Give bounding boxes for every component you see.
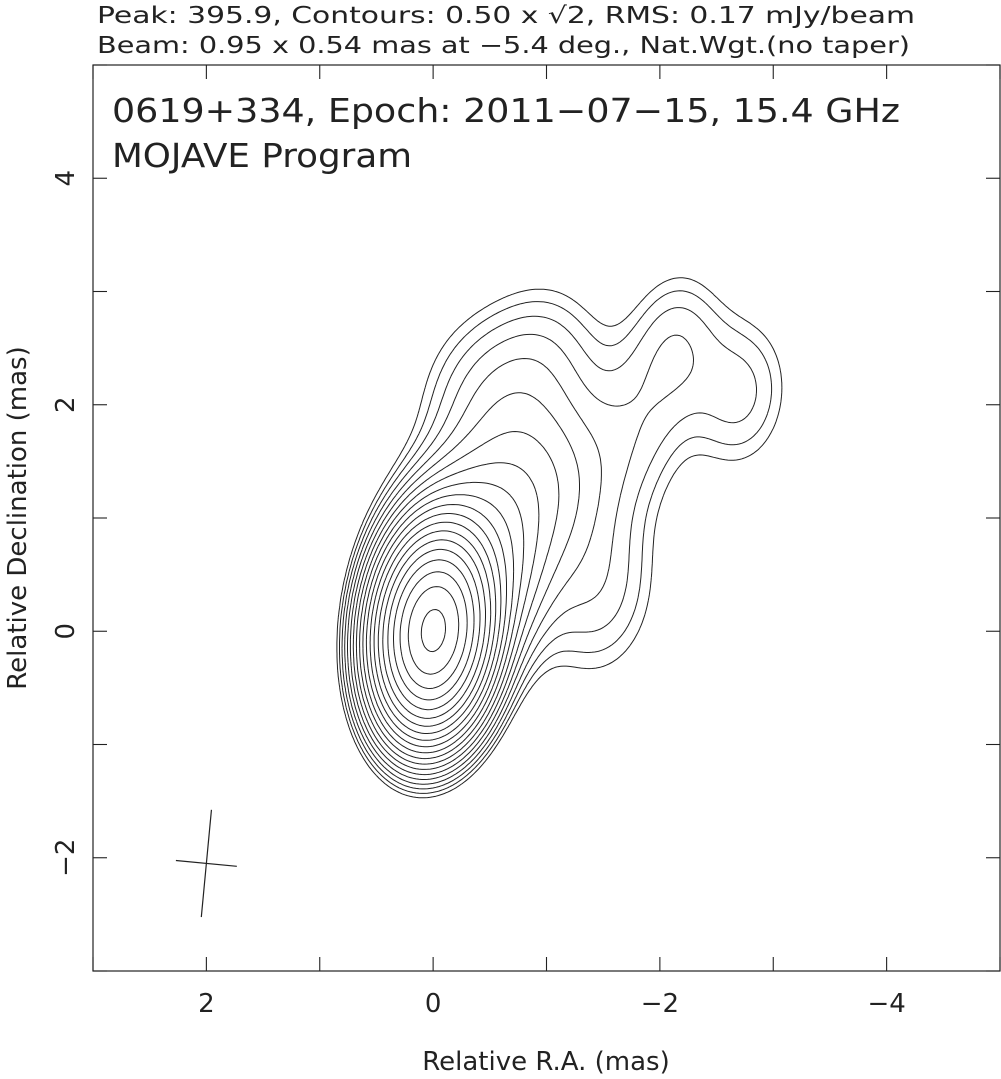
contour-level	[382, 539, 486, 719]
contour-level	[347, 358, 602, 780]
x-axis-label: Relative R.A. (mas)	[422, 1047, 669, 1077]
contour-level	[341, 307, 757, 790]
contour-level	[355, 462, 540, 765]
y-tick-label: 2	[51, 396, 81, 413]
contour-level	[399, 571, 468, 689]
beam-minor-axis	[175, 859, 237, 867]
plot-frame	[92, 64, 1001, 972]
contour-level	[365, 504, 507, 748]
y-tick-label: 0	[51, 623, 81, 640]
chart-subtitle: MOJAVE Program	[112, 136, 412, 175]
contour-level	[420, 609, 446, 653]
contour-level	[359, 481, 525, 760]
axis-ticks	[92, 64, 1001, 972]
contour-level	[393, 559, 475, 701]
beam-cross	[175, 809, 237, 918]
contour-level	[387, 548, 481, 711]
y-tick-label: −2	[51, 839, 81, 877]
y-tick-label: 4	[51, 170, 81, 187]
contour-level	[344, 333, 694, 785]
contour-level	[352, 431, 560, 770]
header-line-1: Peak: 395.9, Contours: 0.50 x √2, RMS: 0…	[97, 3, 915, 29]
contour-level	[339, 290, 773, 794]
contour-level	[362, 494, 515, 754]
contour-level	[377, 530, 492, 727]
x-tick-label: −4	[867, 989, 905, 1019]
tick-labels: 2 0 −2 −4 −2 0 2 4	[51, 170, 906, 1019]
x-tick-label: −2	[641, 989, 679, 1019]
contour-level	[349, 392, 580, 776]
header-line-2: Beam: 0.95 x 0.54 mas at −5.4 deg., Nat.…	[97, 33, 910, 59]
chart-title: 0619+334, Epoch: 2011−07−15, 15.4 GHz	[112, 91, 900, 130]
y-axis-label: Relative Declination (mas)	[3, 346, 33, 689]
contour-level	[369, 513, 502, 741]
contour-level	[336, 277, 783, 799]
contour-level	[407, 586, 460, 675]
x-tick-label: 2	[198, 989, 215, 1019]
contours	[336, 277, 783, 799]
contour-level	[373, 521, 497, 734]
x-tick-label: 0	[425, 989, 442, 1019]
